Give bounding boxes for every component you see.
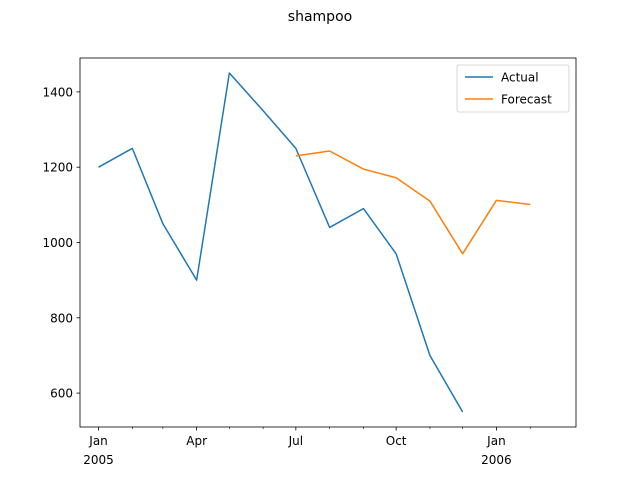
- y-tick-label: 600: [50, 387, 73, 401]
- x-tick-label: Jan: [486, 434, 506, 448]
- x-tick-label: Oct: [386, 434, 407, 448]
- series-line-actual: [98, 72, 464, 413]
- y-tick-label: 1000: [42, 236, 73, 250]
- series-layer: [98, 72, 531, 413]
- axes-frame: [79, 57, 577, 428]
- y-tick-label: 800: [50, 311, 73, 325]
- legend: Actual Forecast: [456, 64, 570, 113]
- y-tick-label: 1400: [42, 85, 73, 99]
- axes-layer: 600 800 1000 1200 1400 Jan 2005 Apr Jul Oct Jan 200…: [42, 57, 577, 467]
- series-line-forecast: [295, 150, 531, 255]
- legend-label-forecast: Forecast: [501, 93, 552, 107]
- x-tick-year-label: 2005: [83, 453, 114, 467]
- x-tick-label: Jan: [88, 434, 108, 448]
- x-tick-year-label: 2006: [481, 453, 512, 467]
- x-tick-label: Jul: [288, 434, 303, 448]
- x-tick-label: Apr: [186, 434, 207, 448]
- legend-label-actual: Actual: [501, 71, 539, 85]
- y-tick-label: 1200: [42, 161, 73, 175]
- chart-title: shampoo: [288, 9, 352, 25]
